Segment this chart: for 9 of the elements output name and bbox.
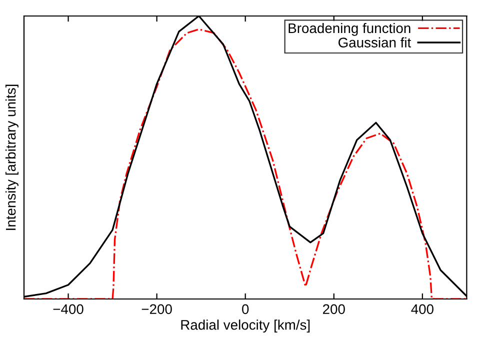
legend-label: Broadening function xyxy=(288,22,410,36)
y-axis-title: Intensity [arbitrary units] xyxy=(5,84,18,230)
x-axis-title: Radial velocity [km/s] xyxy=(181,320,310,333)
legend-label: Gaussian fit xyxy=(338,37,412,48)
x-tick-label: −400 xyxy=(53,304,84,314)
x-tick-label: −200 xyxy=(142,304,172,314)
x-tick-label: 400 xyxy=(411,304,434,314)
x-tick-label: 200 xyxy=(323,304,345,314)
x-tick-label: 0 xyxy=(242,304,249,314)
